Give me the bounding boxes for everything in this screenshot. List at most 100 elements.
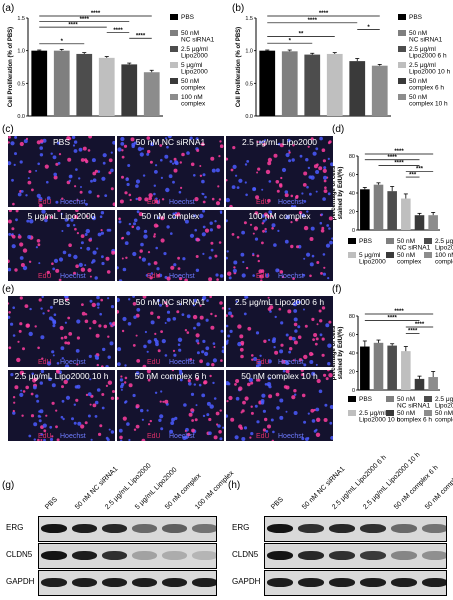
blot-band: [267, 524, 294, 534]
blot-band: [101, 524, 128, 534]
legend-label: complex: [181, 85, 206, 92]
panel-label-d: (d): [332, 124, 344, 135]
legend-label: 50 nM: [435, 410, 453, 417]
significance-label: **: [299, 32, 304, 38]
micrograph-tile: 100 nM complex EdU Hoechst: [226, 210, 333, 281]
edu-label: EdU: [38, 199, 52, 206]
hoechst-label: Hoechst: [278, 359, 304, 366]
legend-swatch: [386, 252, 394, 258]
legend-swatch: [170, 78, 178, 84]
panel-label-f: (f): [332, 284, 341, 295]
legend-swatch: [386, 238, 394, 244]
blot-band: [329, 524, 356, 534]
legend-label: 2.5 μg/ml: [409, 62, 436, 69]
micrograph-title: 50 nM NC siRNA1: [135, 297, 206, 307]
bar-d-1: [373, 184, 384, 230]
blot-band: [421, 524, 446, 534]
micrograph-title: 2.5 μg/mL Lipo2000 10 h: [14, 371, 109, 381]
micrograph-title: 50 nM complex: [141, 211, 200, 221]
y-tick-label: 20: [349, 210, 355, 216]
significance-label: ****: [319, 11, 329, 17]
blot-band: [71, 578, 97, 588]
bar-b-3: [326, 53, 343, 116]
micrograph-tile: 2.5 μg/mL Lipo2000 10 h EdU Hoechst: [8, 370, 115, 441]
blot-band: [390, 551, 417, 561]
bar-d-5: [428, 215, 438, 230]
bar-d-3: [401, 198, 411, 230]
micrograph-tile: 2.5 μg/mL Lipo2000 6 h EdU Hoechst: [226, 296, 333, 367]
blot-band: [359, 551, 386, 561]
significance-label: ****: [387, 316, 397, 322]
legend-label: Lipo2000: [181, 69, 208, 76]
y-axis-label: Cell Proliferation (% of PBS): [236, 27, 242, 107]
significance-label: ****: [68, 22, 78, 28]
bar-chart-f: 0 20 40 60 80 percentage of cells stained by E…: [331, 309, 453, 423]
panel-label-h: (h): [228, 480, 240, 491]
blot-band: [192, 524, 216, 534]
legend-label: 50 nM: [181, 30, 199, 37]
legend-label: 50 nM: [397, 238, 415, 245]
legend-label: 50 nM: [397, 410, 415, 417]
blot-band: [329, 578, 356, 588]
legend-swatch: [398, 78, 406, 84]
blot-band: [41, 551, 67, 561]
micrograph-tile: 50 nM complex EdU Hoechst: [117, 210, 224, 281]
y-tick-label: 1.0: [245, 49, 253, 55]
significance-label: ****: [415, 322, 425, 328]
bar-chart-d: 0 20 40 60 80 percentage of cells stained by E…: [331, 149, 453, 265]
legend-label: 50 nM: [409, 78, 427, 85]
legend-swatch: [386, 396, 394, 402]
legend-label: Lipo2000: [435, 245, 453, 252]
micrograph-tile: PBS EdU Hoechst: [8, 296, 115, 367]
blot-band: [329, 551, 356, 561]
micrograph-tile: 5 μg/mL Lipo2000 EdU Hoechst: [8, 210, 115, 281]
legend-swatch: [348, 252, 356, 258]
legend-label: complex 6 h: [409, 85, 444, 92]
legend-label: 50 nM: [409, 30, 427, 37]
legend-swatch: [424, 252, 432, 258]
significance-label: ***: [409, 172, 417, 178]
blot-band: [298, 578, 325, 588]
micrograph-title: 5 μg/mL Lipo2000: [27, 211, 96, 221]
legend-label: 5 μg/ml: [359, 252, 381, 259]
legend-label: 100 nM: [435, 252, 453, 259]
hoechst-label: Hoechst: [278, 433, 304, 440]
micrograph-title: PBS: [52, 297, 70, 307]
bar-d-0: [360, 189, 370, 230]
significance-label: *: [61, 39, 64, 45]
bar-a-2: [76, 53, 93, 116]
bar-f-2: [387, 345, 397, 390]
y-tick-label: 0.0: [245, 114, 253, 120]
legend-label: Lipo2000 6 h: [435, 403, 453, 410]
legend-swatch: [348, 410, 356, 416]
blot-band: [71, 524, 97, 534]
blot-row-label: CLDN5: [232, 550, 259, 559]
bar-a-4: [121, 64, 138, 116]
blot-band: [41, 524, 67, 534]
micrograph-title: 50 nM complex 10 h: [241, 371, 318, 381]
blot-row-label: ERG: [232, 523, 250, 532]
blot-band: [131, 551, 158, 561]
significance-label: *: [289, 38, 292, 44]
micrograph-tile: 50 nM NC siRNA1 EdU Hoechst: [117, 136, 224, 207]
significance-label: ****: [387, 155, 397, 161]
y-tick-label: 60: [349, 333, 355, 339]
legend-label: Lipo2000 10 h: [359, 417, 401, 424]
significance-label: ****: [308, 18, 318, 24]
legend-label: Lipo2000 6 h: [409, 53, 447, 60]
blot-band: [298, 524, 325, 534]
blot-row-label: GAPDH: [232, 577, 261, 586]
hoechst-label: Hoechst: [169, 273, 195, 280]
bar-f-1: [373, 342, 384, 390]
edu-label: EdU: [38, 273, 52, 280]
y-tick-label: 0.5: [17, 81, 25, 87]
blot-row-label: GAPDH: [6, 577, 35, 586]
legend-label: 2.5 μg/ml: [409, 46, 436, 53]
legend-label: 100 nM: [181, 94, 203, 101]
legend-swatch: [424, 396, 432, 402]
y-tick-label: 0.0: [17, 114, 25, 120]
blot-row-label: CLDN5: [6, 550, 33, 559]
edu-label: EdU: [38, 433, 52, 440]
panel-label-c: (c): [2, 124, 14, 135]
